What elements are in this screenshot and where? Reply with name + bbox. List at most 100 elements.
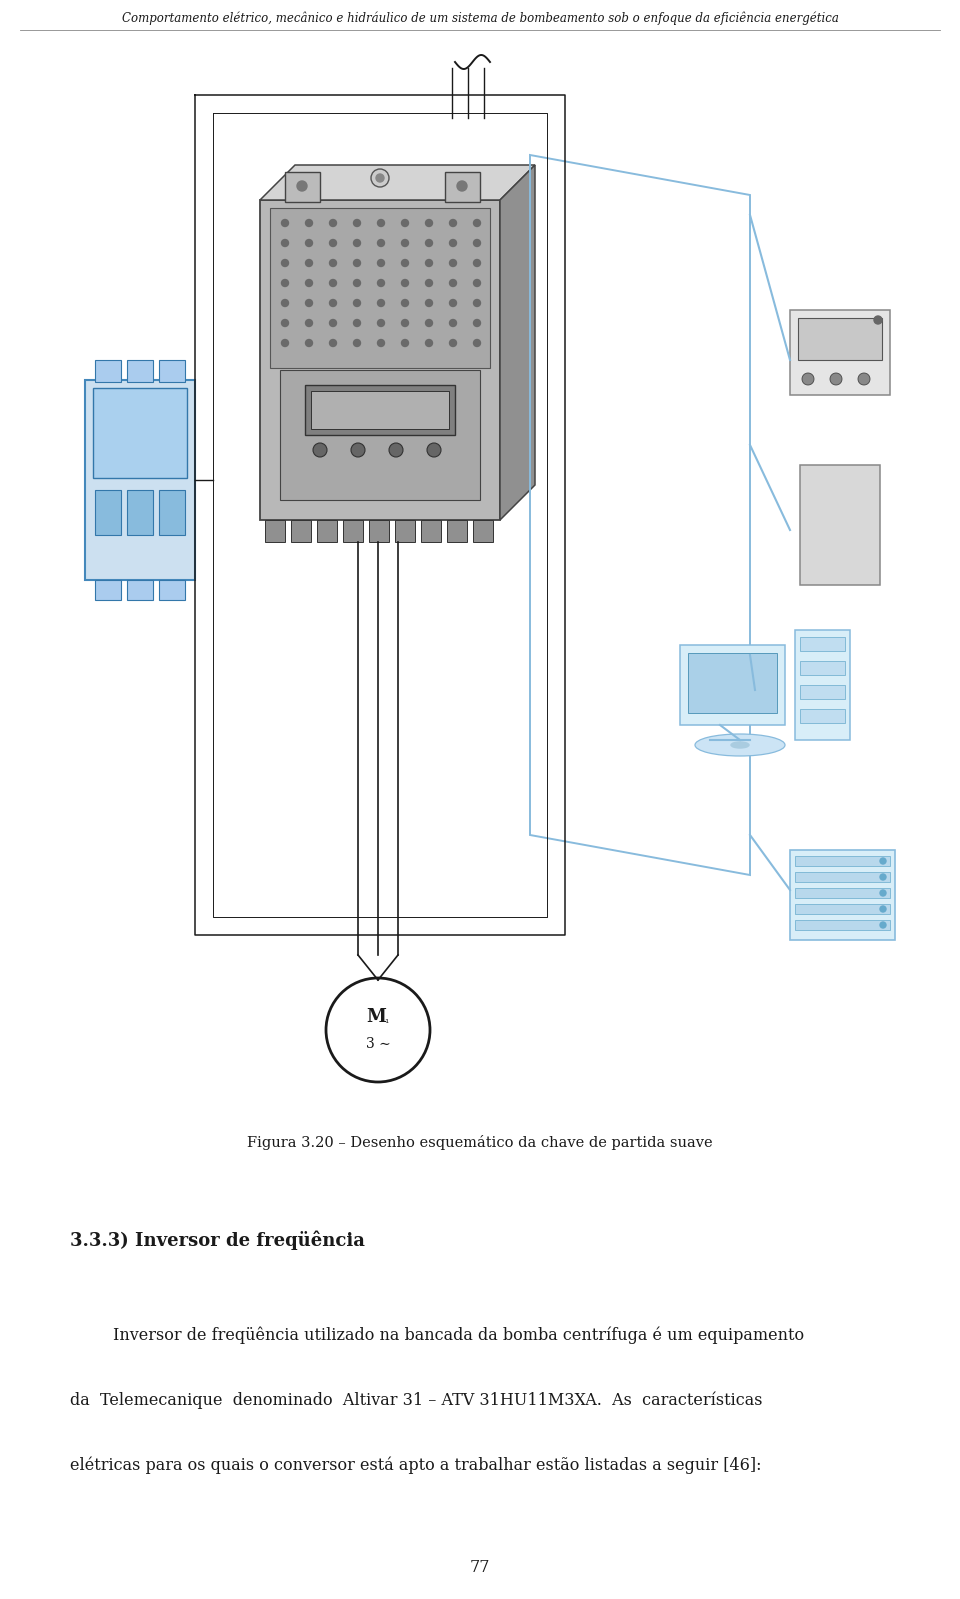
Circle shape bbox=[401, 320, 409, 326]
Circle shape bbox=[305, 219, 313, 227]
Bar bbox=[127, 489, 153, 536]
Circle shape bbox=[329, 240, 337, 246]
Circle shape bbox=[281, 240, 289, 246]
Circle shape bbox=[377, 259, 385, 267]
Bar bbox=[688, 652, 777, 713]
Circle shape bbox=[305, 280, 313, 286]
Bar bbox=[93, 389, 187, 478]
Circle shape bbox=[427, 443, 441, 457]
Bar bbox=[395, 520, 415, 542]
Circle shape bbox=[377, 320, 385, 326]
Text: Inversor de freqüência utilizado na bancada da bomba centrífuga é um equipamento: Inversor de freqüência utilizado na banc… bbox=[113, 1326, 804, 1343]
Circle shape bbox=[353, 219, 361, 227]
Circle shape bbox=[281, 219, 289, 227]
Bar bbox=[798, 318, 882, 360]
Circle shape bbox=[353, 280, 361, 286]
Bar bbox=[795, 855, 890, 867]
Circle shape bbox=[377, 219, 385, 227]
Circle shape bbox=[281, 339, 289, 347]
Bar bbox=[270, 208, 490, 368]
Circle shape bbox=[473, 280, 481, 286]
Bar bbox=[795, 630, 850, 740]
Circle shape bbox=[830, 373, 842, 385]
Circle shape bbox=[824, 568, 832, 576]
Bar bbox=[127, 580, 153, 600]
Circle shape bbox=[449, 280, 457, 286]
Circle shape bbox=[329, 280, 337, 286]
Ellipse shape bbox=[731, 742, 749, 748]
Text: Comportamento elétrico, mecânico e hidráulico de um sistema de bombeamento sob o: Comportamento elétrico, mecânico e hidrá… bbox=[122, 11, 838, 24]
Circle shape bbox=[425, 320, 433, 326]
Polygon shape bbox=[260, 165, 535, 200]
Text: M: M bbox=[366, 1007, 386, 1027]
Text: da  Telemecanique  denominado  Altivar 31 – ATV 31HU11M3XA.  As  características: da Telemecanique denominado Altivar 31 –… bbox=[70, 1391, 762, 1409]
Bar bbox=[790, 310, 890, 395]
Circle shape bbox=[860, 568, 868, 576]
Circle shape bbox=[401, 219, 409, 227]
Circle shape bbox=[880, 859, 886, 863]
Circle shape bbox=[842, 568, 850, 576]
Bar bbox=[800, 660, 845, 675]
Circle shape bbox=[874, 317, 882, 325]
Bar bbox=[795, 871, 890, 883]
Bar bbox=[680, 644, 785, 724]
Circle shape bbox=[353, 240, 361, 246]
Text: 3.3.3) Inversor de freqüência: 3.3.3) Inversor de freqüência bbox=[70, 1230, 365, 1250]
Circle shape bbox=[329, 259, 337, 267]
Circle shape bbox=[858, 373, 870, 385]
Circle shape bbox=[313, 443, 327, 457]
Circle shape bbox=[281, 259, 289, 267]
Circle shape bbox=[802, 373, 814, 385]
Circle shape bbox=[329, 299, 337, 307]
Circle shape bbox=[305, 339, 313, 347]
Circle shape bbox=[351, 443, 365, 457]
Circle shape bbox=[473, 299, 481, 307]
Circle shape bbox=[457, 181, 467, 190]
Bar bbox=[280, 369, 480, 500]
Circle shape bbox=[329, 320, 337, 326]
Circle shape bbox=[473, 240, 481, 246]
Circle shape bbox=[449, 219, 457, 227]
Bar bbox=[445, 173, 480, 201]
Circle shape bbox=[880, 875, 886, 879]
Circle shape bbox=[425, 240, 433, 246]
Bar bbox=[127, 360, 153, 382]
Circle shape bbox=[806, 568, 814, 576]
Text: 3 ∼: 3 ∼ bbox=[366, 1038, 391, 1051]
Circle shape bbox=[377, 339, 385, 347]
Circle shape bbox=[473, 259, 481, 267]
Bar bbox=[317, 520, 337, 542]
Bar bbox=[95, 580, 121, 600]
Circle shape bbox=[473, 320, 481, 326]
Circle shape bbox=[425, 280, 433, 286]
Bar bbox=[800, 465, 880, 585]
Circle shape bbox=[305, 299, 313, 307]
Bar bbox=[343, 520, 363, 542]
Bar bbox=[795, 903, 890, 915]
Circle shape bbox=[449, 240, 457, 246]
Circle shape bbox=[449, 299, 457, 307]
Bar bbox=[85, 381, 195, 580]
Circle shape bbox=[281, 320, 289, 326]
Circle shape bbox=[305, 259, 313, 267]
Circle shape bbox=[401, 299, 409, 307]
Bar bbox=[790, 851, 895, 940]
Circle shape bbox=[305, 320, 313, 326]
Bar bbox=[795, 887, 890, 899]
Bar bbox=[291, 520, 311, 542]
Bar bbox=[159, 489, 185, 536]
Text: ₁: ₁ bbox=[384, 1015, 388, 1025]
Circle shape bbox=[353, 339, 361, 347]
Bar bbox=[305, 385, 455, 435]
Circle shape bbox=[329, 339, 337, 347]
Bar bbox=[447, 520, 467, 542]
Circle shape bbox=[425, 259, 433, 267]
Circle shape bbox=[425, 299, 433, 307]
Circle shape bbox=[305, 240, 313, 246]
Bar bbox=[800, 636, 845, 651]
Circle shape bbox=[377, 240, 385, 246]
Bar bbox=[800, 684, 845, 699]
Circle shape bbox=[449, 339, 457, 347]
Bar bbox=[421, 520, 441, 542]
Circle shape bbox=[389, 443, 403, 457]
